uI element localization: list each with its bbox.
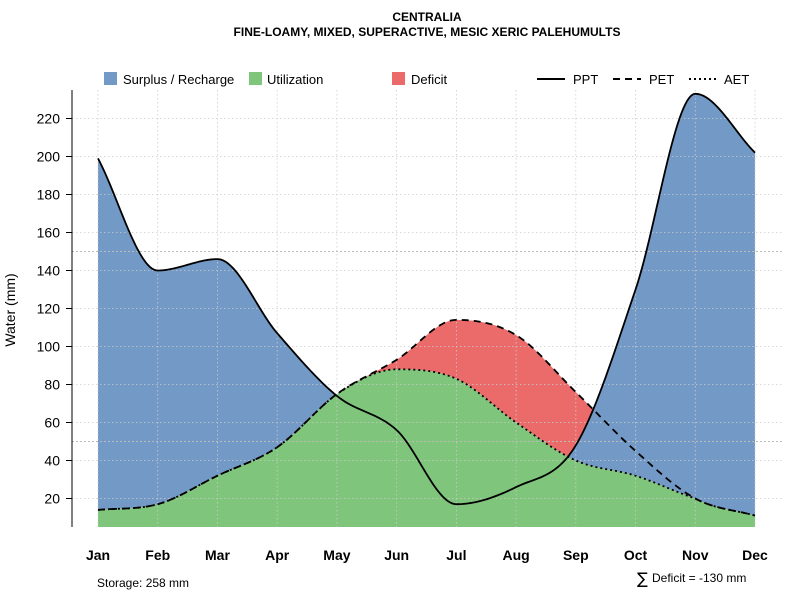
legend-swatch-utilization	[249, 72, 262, 85]
deficit-sum-icon: ∑	[637, 569, 648, 588]
x-tick-label-jun: Jun	[384, 547, 409, 563]
x-tick-label-sep: Sep	[563, 547, 589, 563]
y-tick-label-180: 180	[37, 187, 61, 203]
x-tick-label-dec: Dec	[742, 547, 768, 563]
y-tick-label-40: 40	[44, 453, 60, 469]
legend-label-ppt: PPT	[573, 72, 598, 87]
series-line-ppt	[97, 92, 756, 506]
y-tick-label-140: 140	[37, 263, 61, 279]
x-tick-label-mar: Mar	[205, 547, 230, 563]
legend-label-pet: PET	[649, 72, 674, 87]
grid-layer	[72, 90, 782, 527]
x-tick-label-aug: Aug	[502, 547, 529, 563]
legend-swatch-deficit	[392, 72, 405, 85]
x-tick-label-apr: Apr	[265, 547, 290, 563]
x-tick-label-jul: Jul	[446, 547, 466, 563]
y-tick-label-60: 60	[44, 415, 60, 431]
x-tick-label-oct: Oct	[624, 547, 648, 563]
utilization-area	[98, 369, 755, 527]
surplus-recharge-area	[98, 93, 755, 516]
area-layer	[98, 93, 755, 527]
legend: Surplus / Recharge Utilization Deficit P…	[104, 72, 749, 87]
y-tick-label-20: 20	[44, 491, 60, 507]
legend-label-deficit: Deficit	[411, 72, 448, 87]
storage-note: Storage: 258 mm	[97, 576, 189, 590]
y-tick-label-220: 220	[37, 111, 61, 127]
legend-label-utilization: Utilization	[267, 72, 323, 87]
x-tick-label-feb: Feb	[145, 547, 170, 563]
legend-label-surplus: Surplus / Recharge	[123, 72, 234, 87]
y-tick-label-200: 200	[37, 149, 61, 165]
x-tick-layer: Jan Feb Mar Apr May Jun Jul Aug Sep Oct Nov Dec	[86, 547, 768, 563]
y-tick-label-80: 80	[44, 377, 60, 393]
y-axis-title: Water (mm)	[2, 273, 18, 346]
line-layer	[97, 92, 756, 517]
deficit-note: Deficit = -130 mm	[652, 571, 746, 585]
x-tick-label-jan: Jan	[86, 547, 110, 563]
x-tick-label-may: May	[323, 547, 350, 563]
y-tick-label-120: 120	[37, 301, 61, 317]
y-tick-label-100: 100	[37, 339, 61, 355]
legend-swatch-surplus	[104, 72, 117, 85]
y-tick-label-160: 160	[37, 225, 61, 241]
y-tick-layer: 20 40 60 80 100 120 140 160 180 200 220	[37, 111, 72, 507]
chart-subtitle: FINE-LOAMY, MIXED, SUPERACTIVE, MESIC XE…	[234, 25, 621, 39]
series-line-aet	[97, 368, 756, 517]
x-tick-label-nov: Nov	[682, 547, 709, 563]
chart-title: CENTRALIA	[392, 10, 462, 24]
legend-label-aet: AET	[724, 72, 749, 87]
